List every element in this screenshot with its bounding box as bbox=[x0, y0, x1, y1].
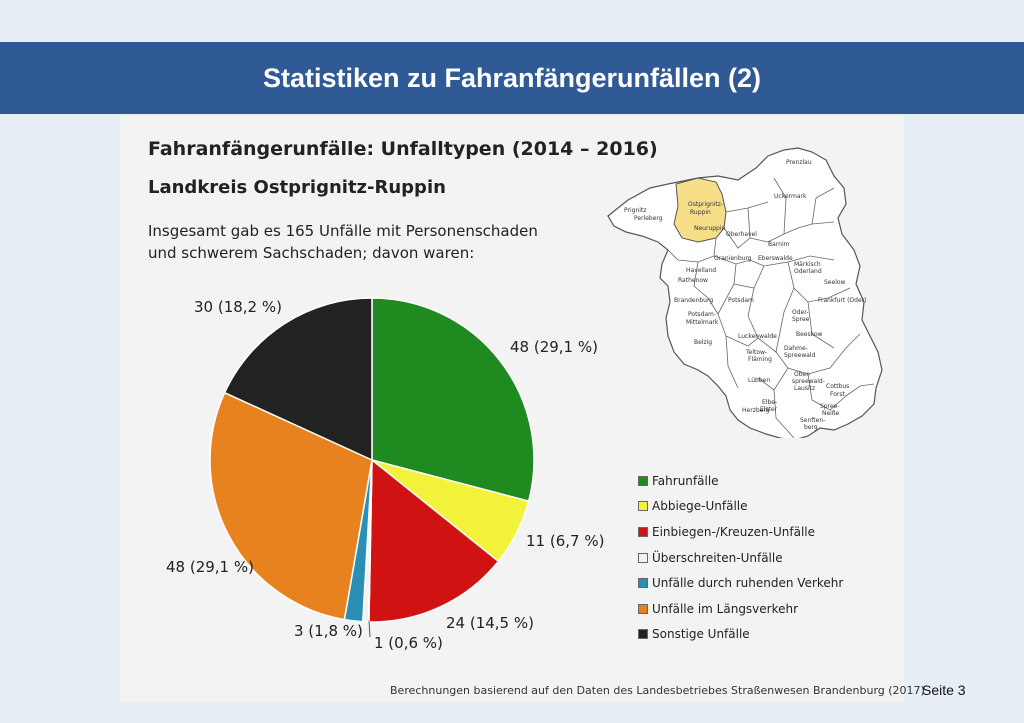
map-label-37: Elster bbox=[760, 406, 778, 413]
map-label-18: Frankfurt (Oder) bbox=[818, 297, 866, 304]
chart-title: Fahranfängerunfälle: Unfalltypen (2014 –… bbox=[148, 138, 658, 160]
map-label-20: Mittelmark bbox=[686, 319, 719, 326]
legend-label-2: Einbiegen-/Kreuzen-Unfälle bbox=[652, 524, 815, 539]
map-label-16: Brandenburg bbox=[674, 297, 713, 304]
map-label-22: Spree bbox=[792, 316, 810, 323]
title-banner: Statistiken zu Fahranfängerunfällen (2) bbox=[0, 42, 1024, 114]
map-label-21: Oder- bbox=[792, 309, 808, 316]
map-label-9: Eberswalde bbox=[758, 255, 793, 262]
legend-swatch-4 bbox=[638, 578, 648, 589]
legend-label-0: Fahrunfälle bbox=[652, 473, 719, 488]
map-label-3: Ruppin bbox=[690, 209, 711, 216]
intro-text: Insgesamt gab es 165 Unfälle mit Persone… bbox=[148, 220, 548, 264]
map-label-0: Prignitz bbox=[624, 207, 646, 214]
map-label-34: Cottbus bbox=[826, 383, 849, 390]
map-label-7: Oberhavel bbox=[726, 231, 757, 238]
map-label-27: Dahme- bbox=[784, 345, 808, 352]
chart-legend: Fahrunfälle Abbiege-Unfälle Einbiegen-/Kre… bbox=[638, 468, 898, 647]
legend-item-0: Fahrunfälle bbox=[638, 468, 898, 494]
map-label-29: Belzig bbox=[694, 339, 712, 346]
pie-slice-2 bbox=[368, 458, 500, 623]
map-label-2: Ostprignitz- bbox=[688, 201, 723, 208]
legend-swatch-5 bbox=[638, 603, 648, 614]
map-borders bbox=[667, 177, 875, 438]
map-label-42: berg bbox=[804, 424, 818, 431]
pie-chart: 48 (29,1 %) 11 (6,7 %) 24 (14,5 %)1 (0,6 %… bbox=[166, 297, 604, 652]
map-label-35: Forst bbox=[830, 391, 846, 398]
content-panel: Fahranfängerunfälle: Unfalltypen (2014 –… bbox=[120, 116, 925, 702]
map-label-36: Elbe- bbox=[762, 399, 777, 406]
map-highlight-ostprignitz-ruppin bbox=[673, 177, 727, 243]
map-districts bbox=[607, 147, 883, 438]
map-label-12: Oderland bbox=[794, 268, 822, 275]
map-label-11: Märkisch bbox=[794, 261, 821, 268]
legend-swatch-2 bbox=[638, 526, 648, 537]
map-label-41: Senften- bbox=[800, 417, 825, 424]
legend-swatch-1 bbox=[638, 501, 648, 512]
map-label-25: Teltow- bbox=[745, 349, 767, 356]
legend-label-1: Abbiege-Unfälle bbox=[652, 499, 748, 514]
pie-label-0: 48 (29,1 %) bbox=[510, 338, 598, 356]
map-label-6: Uckermark bbox=[774, 193, 807, 200]
legend-item-4: Unfälle durch ruhenden Verkehr bbox=[638, 570, 898, 596]
map-label-33: Lausitz bbox=[794, 385, 815, 392]
intro-line-2: und schwerem Sachschaden; davon waren: bbox=[148, 244, 475, 262]
legend-label-5: Unfälle im Längsverkehr bbox=[652, 601, 799, 616]
legend-item-6: Sonstige Unfälle bbox=[638, 622, 898, 648]
pie-slice-0 bbox=[371, 297, 535, 503]
pie-slice-6 bbox=[223, 297, 373, 462]
map-label-8: Barnim bbox=[768, 241, 790, 248]
legend-item-5: Unfälle im Längsverkehr bbox=[638, 596, 898, 622]
map-label-38: Herzberg bbox=[742, 407, 770, 414]
map-label-39: Spree- bbox=[820, 403, 840, 410]
slide-title: Statistiken zu Fahranfängerunfällen (2) bbox=[262, 62, 762, 93]
legend-swatch-0 bbox=[638, 475, 648, 486]
map-label-23: Beeskow bbox=[796, 331, 823, 338]
pie-slice-5 bbox=[209, 391, 373, 621]
map-label-32: spreewald- bbox=[792, 378, 825, 385]
legend-label-6: Sonstige Unfälle bbox=[652, 627, 750, 642]
legend-item-1: Abbiege-Unfälle bbox=[638, 494, 898, 520]
chart-subtitle: Landkreis Ostprignitz-Ruppin bbox=[148, 177, 446, 198]
map-label-40: Neiße bbox=[822, 410, 840, 417]
legend-label-4: Unfälle durch ruhenden Verkehr bbox=[652, 576, 844, 591]
map-label-4: Neuruppin bbox=[694, 225, 726, 232]
pie-label-6: 30 (18,2 %) bbox=[194, 298, 282, 316]
page-number: Seite 3 bbox=[922, 682, 966, 698]
map-label-5: Prenzlau bbox=[786, 159, 812, 166]
legend-item-3: Überschreiten-Unfälle bbox=[638, 545, 898, 571]
legend-item-2: Einbiegen-/Kreuzen-Unfälle bbox=[638, 519, 898, 545]
map-label-10: Oranienburg bbox=[714, 255, 752, 262]
map-label-26: Fläming bbox=[748, 356, 772, 363]
map-label-14: Rathenow bbox=[678, 277, 708, 284]
pie-label-5: 48 (29,1 %) bbox=[166, 558, 254, 576]
source-note: Berechnungen basierend auf den Daten des… bbox=[390, 684, 925, 697]
pie-label-4: 3 (1,8 %) bbox=[294, 622, 363, 640]
map-label-13: Havelland bbox=[686, 267, 716, 274]
map-label-31: Ober- bbox=[794, 371, 810, 378]
legend-label-3: Überschreiten-Unfälle bbox=[652, 550, 783, 565]
pie-label-2: 24 (14,5 %) bbox=[446, 614, 534, 632]
pie-leader-line bbox=[368, 620, 371, 638]
pie-label-1: 11 (6,7 %) bbox=[526, 532, 604, 550]
map-label-1: Perleberg bbox=[634, 215, 663, 222]
legend-swatch-6 bbox=[638, 629, 648, 640]
map-label-17: Potsdam bbox=[728, 297, 754, 304]
intro-line-1: Insgesamt gab es 165 Unfälle mit Persone… bbox=[148, 222, 538, 240]
map-label-24: Luckenwalde bbox=[738, 333, 777, 340]
map-label-28: Spreewald bbox=[784, 352, 816, 359]
pie-label-3: 1 (0,6 %) bbox=[374, 634, 443, 652]
map-label-15: Seelow bbox=[824, 279, 846, 286]
map-label-30: Lübben bbox=[748, 377, 770, 384]
map-label-19: Potsdam- bbox=[688, 311, 716, 318]
legend-swatch-3 bbox=[638, 552, 648, 563]
